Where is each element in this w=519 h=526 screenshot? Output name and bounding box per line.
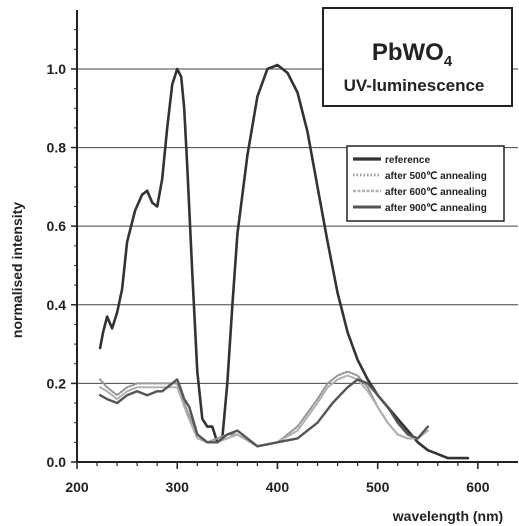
y-tick-label: 0.6 — [47, 218, 67, 234]
y-tick-label: 0.2 — [47, 375, 67, 391]
legend-label-1: reference — [385, 155, 430, 166]
y-tick-label: 0.4 — [47, 297, 67, 313]
x-tick-label: 200 — [65, 479, 89, 495]
x-axis-label: wavelength (nm) — [392, 508, 503, 524]
series-layer — [98, 63, 470, 460]
grid — [77, 68, 518, 384]
series-line-1 — [98, 63, 470, 460]
chart-title-text: PbWO — [372, 39, 444, 66]
legend-label-2: after 500℃ annealing — [385, 171, 487, 182]
chart-subtitle: UV-luminescence — [344, 76, 485, 95]
chart-title: PbWO4 — [372, 39, 453, 70]
legend: reference after 500℃ annealing after 600℃ … — [346, 145, 505, 222]
legend-label-3: after 600℃ annealing — [385, 187, 487, 198]
y-tick-label: 0.8 — [47, 140, 67, 156]
y-tick-label: 0.0 — [47, 454, 67, 470]
title-box-frame — [322, 7, 513, 107]
series-line-3 — [99, 374, 429, 448]
x-tick-label: 300 — [166, 479, 190, 495]
y-axis-label: normalised intensity — [9, 202, 25, 338]
title-box: PbWO4 UV-luminescence — [322, 7, 513, 107]
x-tick-label: 600 — [466, 479, 490, 495]
y-tick-label: 1.0 — [47, 61, 67, 77]
legend-label-4: after 900℃ annealing — [385, 203, 487, 214]
x-tick-label: 500 — [366, 479, 390, 495]
series-line-4 — [98, 378, 429, 448]
x-tick-label: 400 — [266, 479, 290, 495]
ticks: 0.0 0.2 0.4 0.6 0.8 1.0 200 300 400 500 600 — [47, 29, 499, 495]
chart-title-subscript: 4 — [444, 53, 453, 70]
